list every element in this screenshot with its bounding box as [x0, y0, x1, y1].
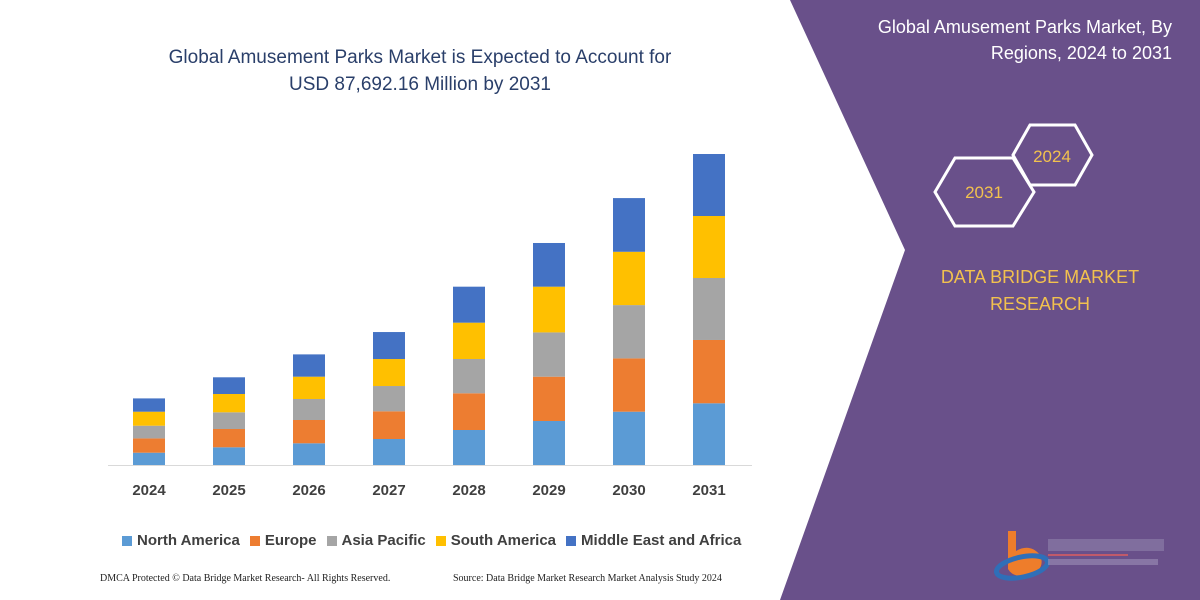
title-line-1: Global Amusement Parks Market is Expecte… [168, 47, 672, 68]
legend-item: South America [435, 532, 557, 549]
legend-swatch [326, 535, 337, 546]
hexagon-2024 [1011, 123, 1094, 187]
legend-item: Europe [249, 532, 317, 549]
bar-segment-2029-middle-east-and-africa [533, 242, 565, 287]
bar-segment-2027-middle-east-and-africa [373, 332, 405, 360]
legend: North America Europe Asia Pacific South Ame… [122, 532, 741, 549]
hexagon-badges: 2024 2031 [933, 123, 1094, 228]
bar-segment-2028-asia-pacific [453, 358, 485, 394]
bar-segment-2030-south-america [613, 251, 645, 306]
chart-title: Global Amusement Parks Market is Expecte… [120, 44, 720, 98]
brand-line-2: RESEARCH [989, 294, 1091, 314]
bar-segment-2028-europe [453, 393, 485, 430]
legend-swatch [566, 535, 577, 546]
x-tick-label: 2028 [452, 482, 485, 499]
bar-segment-2031-europe [693, 339, 725, 404]
bar-segment-2027-south-america [373, 359, 405, 387]
legend-swatch [435, 535, 446, 546]
x-tick-label: 2026 [292, 482, 325, 499]
legend-swatch [122, 535, 132, 546]
legend-item: Asia Pacific [326, 532, 426, 549]
side-title-line-2: Regions, 2024 to 2031 [990, 43, 1172, 63]
legend-label: Asia Pacific [341, 532, 426, 549]
footer-source: Source: Data Bridge Market Research Mark… [453, 573, 722, 584]
brand-line-1: DATA BRIDGE MARKET [940, 267, 1140, 287]
bar-segment-2030-north-america [613, 411, 645, 465]
bar-segment-2029-south-america [533, 286, 565, 333]
x-tick-label: 2024 [132, 482, 166, 499]
bar-segment-2028-north-america [453, 429, 485, 465]
hexagon-2031 [933, 156, 1036, 228]
brand-text: DATA BRIDGE MARKET RESEARCH [910, 264, 1170, 318]
bar-segment-2030-asia-pacific [613, 305, 645, 359]
hex-label-2024: 2024 [1033, 147, 1071, 166]
side-title-line-1: Global Amusement Parks Market, By [877, 17, 1172, 37]
bar-segment-2030-europe [613, 358, 645, 412]
x-tick-label: 2030 [612, 482, 645, 499]
hex-label-2031: 2031 [965, 183, 1003, 202]
bar-segment-2031-north-america [693, 403, 725, 465]
legend-label: North America [137, 532, 240, 549]
legend-item: Middle East and Africa [566, 532, 741, 549]
bar-segment-2028-south-america [453, 322, 485, 359]
title-line-2: USD 87,692.16 Million by 2031 [289, 74, 551, 95]
data-bridge-logo [993, 531, 1164, 581]
footer-copyright: DMCA Protected © Data Bridge Market Rese… [100, 573, 391, 584]
legend-label: Middle East and Africa [581, 532, 742, 549]
bar-segment-2027-europe [373, 411, 405, 440]
bar-segment-2029-north-america [533, 420, 565, 465]
bar-segment-2025-south-america [213, 393, 245, 413]
x-tick-label: 2027 [372, 482, 405, 499]
bar-segment-2027-north-america [373, 439, 405, 465]
bar-segment-2029-europe [533, 376, 565, 421]
bar-segment-2031-asia-pacific [693, 277, 725, 340]
bar-segment-2030-middle-east-and-africa [613, 198, 645, 252]
bar-segment-2031-middle-east-and-africa [693, 154, 725, 217]
legend-item: North America [122, 532, 240, 549]
side-panel-title: Global Amusement Parks Market, By Region… [812, 14, 1172, 66]
bar-segment-2026-asia-pacific [293, 398, 325, 420]
bar-segment-2027-asia-pacific [373, 386, 405, 412]
x-tick-label: 2029 [532, 482, 565, 499]
bar-segment-2029-asia-pacific [533, 332, 565, 377]
bar-segment-2024-south-america [133, 411, 165, 426]
x-tick-label: 2025 [212, 482, 245, 499]
bar-segment-2026-south-america [293, 376, 325, 399]
bar-segment-2026-europe [293, 419, 325, 444]
legend-label: South America [450, 532, 557, 549]
x-tick-label: 2031 [692, 482, 725, 499]
bar-segment-2024-north-america [133, 452, 165, 465]
bar-segment-2024-europe [133, 438, 165, 453]
bar-segment-2031-south-america [693, 216, 725, 278]
bar-segment-2026-north-america [293, 443, 325, 465]
bar-segment-2028-middle-east-and-africa [453, 286, 485, 323]
bar-segment-2024-middle-east-and-africa [133, 398, 165, 412]
bar-segment-2025-europe [213, 429, 245, 448]
bar-segment-2025-asia-pacific [213, 412, 245, 430]
legend-label: Europe [264, 532, 317, 549]
legend-swatch [249, 535, 260, 546]
bar-segment-2026-middle-east-and-africa [293, 354, 325, 377]
stacked-bar-chart: 2024 2025 2026 2027 2028 2029 2030 2031 [108, 154, 752, 499]
bar-segment-2024-asia-pacific [133, 425, 165, 439]
bar-segment-2025-north-america [213, 447, 245, 465]
bar-segment-2025-middle-east-and-africa [213, 377, 245, 394]
